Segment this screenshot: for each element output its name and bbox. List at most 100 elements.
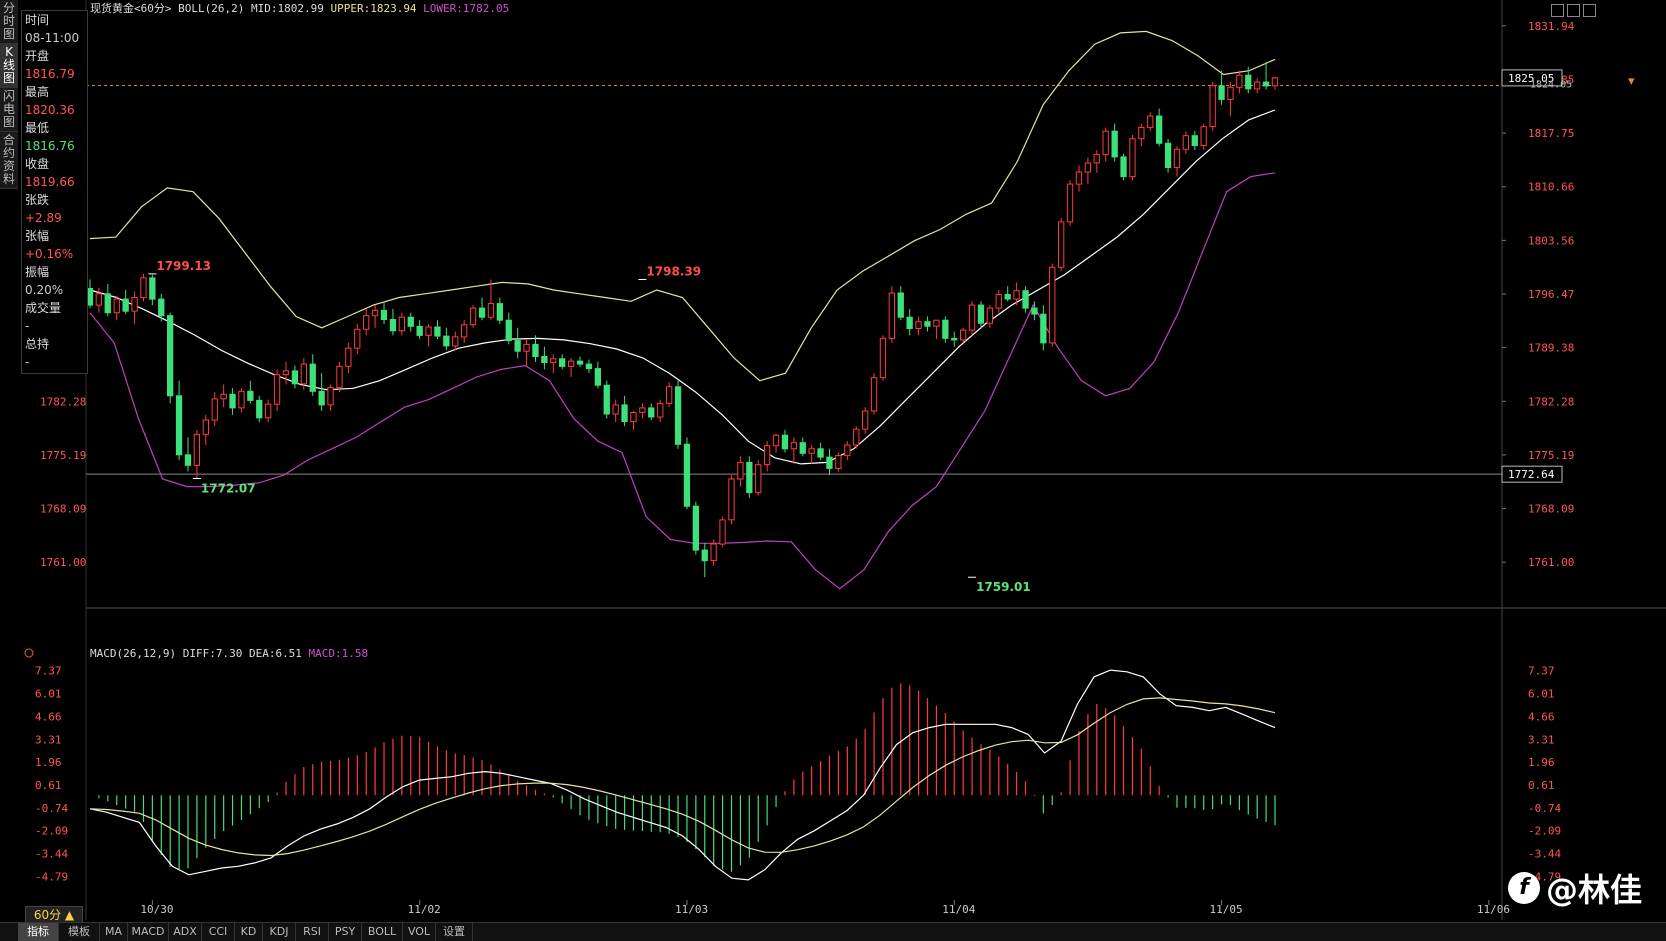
candle-body — [1031, 307, 1038, 315]
tab-psy[interactable]: PSY — [329, 923, 362, 941]
weibo-logo-icon: f — [1508, 872, 1540, 904]
candle-body — [701, 549, 708, 562]
tab-indicator[interactable]: 指标 — [18, 923, 59, 941]
candle-body — [995, 294, 1002, 309]
candle-body — [674, 386, 682, 445]
candle-body — [639, 407, 646, 413]
candle-body — [746, 461, 753, 494]
candle-body — [202, 419, 209, 435]
candle-body — [1236, 74, 1243, 88]
price-axis-label: 1831.94 — [1528, 20, 1575, 33]
candle-body — [238, 390, 245, 409]
candle-body — [300, 363, 308, 385]
macd-axis-label: -2.09 — [1528, 825, 1561, 838]
macd-axis-label: -3.44 — [1528, 847, 1561, 860]
candle-body — [193, 433, 200, 466]
price-axis-label: 1810.66 — [1528, 181, 1574, 194]
current-price-tag: 1825.05 — [1508, 72, 1554, 85]
dea-line — [89, 697, 1276, 857]
candle-body — [835, 455, 842, 470]
candle-body — [1254, 81, 1261, 90]
upper-label: UPPER:1823.94 — [324, 2, 417, 15]
price-axis-label: 1782.28 — [1528, 395, 1574, 408]
candle-body — [781, 434, 789, 450]
tab-flash[interactable]: 闪电图 — [0, 88, 18, 132]
candle-body — [211, 398, 218, 421]
candle-body — [327, 387, 334, 406]
dashed-price-label: 1824.05 — [1530, 79, 1572, 90]
tab-kd[interactable]: KD — [235, 923, 263, 941]
candle-body — [870, 377, 878, 412]
chart-header: 现货黄金<60分> BOLL(26,2) MID:1802.99 UPPER:1… — [90, 1, 509, 15]
candle-body — [1040, 313, 1047, 344]
change-label: 张跌 — [25, 193, 50, 207]
tab-contract-info[interactable]: 合约资料 — [0, 132, 18, 189]
macd-left-axis-label: 1.96 — [35, 756, 62, 769]
tab-template[interactable]: 模板 — [59, 923, 100, 941]
tab-vol[interactable]: VOL — [403, 923, 436, 941]
candle-body — [1058, 221, 1065, 268]
high-annotation: 1798.39 — [646, 264, 701, 278]
candle-body — [968, 304, 976, 331]
candle-body — [630, 412, 637, 423]
tab-timeshare[interactable]: 分时图 — [0, 0, 18, 44]
candle-body — [86, 288, 94, 306]
restore-icon[interactable] — [1567, 4, 1580, 17]
tab-ma[interactable]: MA — [100, 923, 128, 941]
dif-line — [89, 669, 1276, 881]
candle-body — [1049, 266, 1056, 344]
tab-cci[interactable]: CCI — [202, 923, 235, 941]
tab-settings[interactable]: 设置 — [436, 923, 473, 941]
candle-body — [960, 329, 967, 341]
high-label: 最高 — [25, 85, 50, 99]
layout-icon[interactable] — [1551, 4, 1564, 17]
candle-body — [986, 307, 994, 324]
candle-body — [683, 443, 691, 507]
candle-body — [1120, 156, 1127, 178]
candle-body — [1156, 115, 1163, 144]
candle-body — [977, 304, 985, 324]
tab-macd[interactable]: MACD — [128, 923, 169, 941]
amplitude-value: 0.20% — [25, 283, 64, 297]
amplitude-label: 振幅 — [25, 265, 50, 279]
tab-kline[interactable]: K线图 — [0, 44, 18, 88]
open-label: 开盘 — [25, 49, 50, 63]
tab-rsi[interactable]: RSI — [296, 923, 329, 941]
candle-body — [799, 442, 806, 454]
candle-body — [407, 316, 414, 327]
macd-axis-label: 6.01 — [1528, 688, 1555, 701]
candle-body — [1093, 154, 1100, 164]
candle-body — [826, 456, 833, 469]
date-axis-label: 11/04 — [942, 903, 975, 916]
tab-adx[interactable]: ADX — [169, 923, 202, 941]
open-value: 1816.79 — [25, 67, 75, 81]
candle-body — [149, 277, 156, 300]
candle-body — [496, 303, 504, 321]
candle-body — [389, 319, 397, 332]
candle-body — [853, 428, 860, 446]
price-axis-label: 1796.47 — [1528, 288, 1574, 301]
change-value: +2.89 — [25, 211, 62, 225]
tab-boll[interactable]: BOLL — [362, 923, 403, 941]
candle-body — [1111, 130, 1118, 158]
candle-body — [380, 309, 388, 320]
candle-body — [879, 337, 887, 379]
indicator-toolbar: 指标 模板 MA MACD ADX CCI KD KDJ RSI PSY BOL… — [0, 922, 1666, 941]
high-annotation: 1799.13 — [156, 259, 211, 273]
candle-body — [924, 321, 931, 327]
candle-body — [1164, 142, 1172, 169]
candle-body — [844, 444, 851, 457]
tab-kdj[interactable]: KDJ — [263, 923, 296, 941]
candle-body — [122, 298, 129, 312]
macd-left-axis-label: -3.44 — [35, 847, 68, 860]
crosshair-price-tag-box — [1501, 465, 1563, 483]
candle-body — [772, 434, 780, 447]
candle-body — [469, 307, 477, 326]
candle-body — [1004, 294, 1011, 300]
close-icon[interactable] — [1583, 4, 1596, 17]
volume-label: 成交量 — [25, 301, 62, 315]
candle-body — [1138, 126, 1145, 140]
candle-body — [1200, 126, 1207, 147]
candle-body — [1227, 86, 1234, 100]
